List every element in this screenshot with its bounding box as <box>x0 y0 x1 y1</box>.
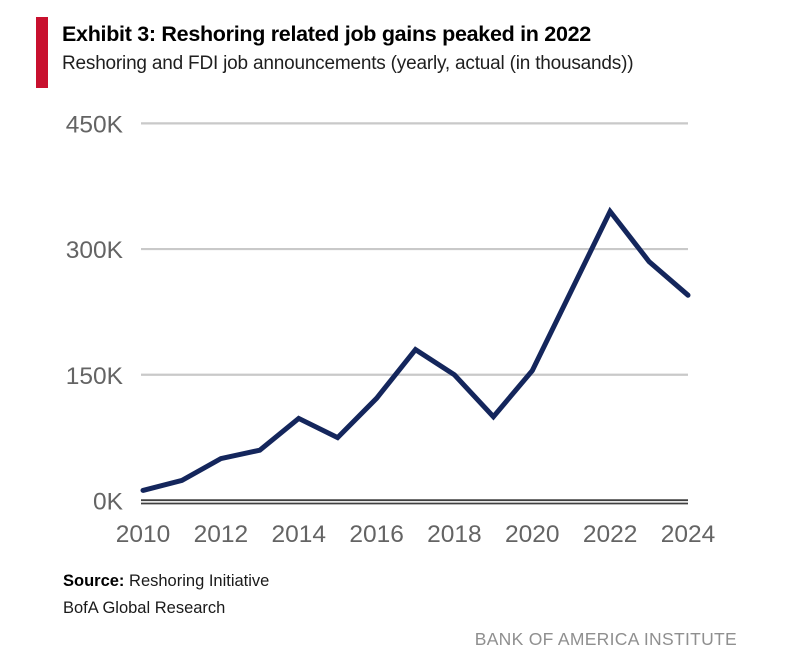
source-line2: BofA Global Research <box>63 599 226 617</box>
source-label: Source: <box>63 572 125 590</box>
y-tick-label-300K: 300K <box>66 237 124 264</box>
exhibit-title: Exhibit 3: Reshoring related job gains p… <box>62 22 591 46</box>
x-tick-label-2022: 2022 <box>583 521 638 548</box>
x-tick-label-2016: 2016 <box>349 521 404 548</box>
y-tick-label-0K: 0K <box>93 489 124 516</box>
source-text: Reshoring Initiative <box>129 572 270 590</box>
source-block: Source: Reshoring Initiative BofA Global… <box>63 568 269 622</box>
x-tick-label-2024: 2024 <box>661 521 716 548</box>
line-chart: 450K 300K 150K 0K 2010 2012 2014 2016 2018 2020 20… <box>66 111 716 548</box>
x-tick-label-2014: 2014 <box>271 521 326 548</box>
source-line: Source: Reshoring Initiative <box>63 568 269 595</box>
exhibit-subtitle: Reshoring and FDI job announcements (yea… <box>62 53 634 74</box>
x-tick-label-2012: 2012 <box>194 521 249 548</box>
y-tick-label-150K: 150K <box>66 363 124 390</box>
y-tick-label-450K: 450K <box>66 111 124 138</box>
institute-wordmark: BANK OF AMERICA INSTITUTE <box>474 629 737 649</box>
x-tick-label-2018: 2018 <box>427 521 482 548</box>
exhibit-accent-bar <box>36 17 48 88</box>
x-tick-label-2010: 2010 <box>116 521 171 548</box>
data-line-reshoring-fdi <box>140 206 691 493</box>
x-tick-label-2020: 2020 <box>505 521 560 548</box>
